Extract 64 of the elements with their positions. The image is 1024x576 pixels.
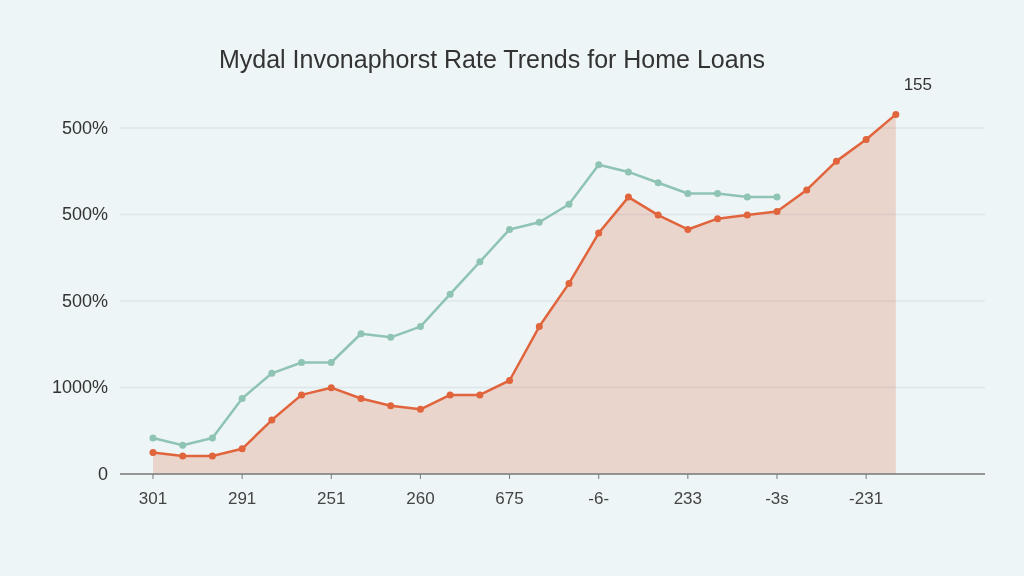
x-tick-label: 675	[495, 489, 524, 508]
x-tick-label: 301	[138, 489, 168, 508]
point	[624, 193, 632, 201]
point	[862, 136, 870, 144]
point	[357, 394, 365, 402]
text: 500%	[61, 117, 108, 138]
point	[595, 229, 603, 237]
chart-title: Mydal Invonaphorst Rate Trends for Home Loans	[218, 45, 766, 73]
point	[892, 110, 900, 118]
x-tick-label: 291	[227, 489, 257, 508]
point	[535, 323, 543, 331]
point	[743, 211, 751, 219]
point	[832, 157, 840, 165]
point	[565, 200, 573, 208]
point	[446, 290, 454, 298]
point	[476, 258, 484, 266]
point	[624, 168, 632, 176]
point	[387, 402, 395, 410]
point	[684, 225, 692, 233]
text: 155	[903, 75, 933, 95]
point	[773, 207, 781, 215]
x-tick-label: -231	[849, 489, 884, 508]
point	[773, 193, 781, 201]
point	[298, 391, 306, 399]
point	[714, 215, 722, 223]
point	[565, 279, 573, 287]
point	[506, 377, 514, 384]
x-tick-label: 233	[673, 489, 703, 508]
point	[654, 211, 662, 219]
point	[298, 359, 306, 367]
point	[446, 391, 454, 399]
point	[476, 391, 484, 399]
point	[268, 369, 276, 377]
text: 500%	[61, 290, 108, 311]
point	[327, 384, 335, 392]
point	[654, 179, 662, 187]
point	[149, 434, 157, 442]
point	[208, 452, 216, 460]
point	[743, 193, 751, 201]
x-tick-label: 260	[406, 489, 435, 508]
point	[684, 190, 692, 197]
point	[238, 445, 246, 453]
point	[149, 448, 157, 456]
point	[327, 359, 335, 367]
text: 1000%	[51, 377, 108, 398]
point	[535, 218, 543, 226]
point	[357, 330, 365, 338]
x-tick-label: 251	[317, 489, 346, 508]
point	[416, 405, 424, 413]
x-tick-label: -3s	[765, 489, 789, 508]
point	[208, 434, 216, 442]
point	[714, 190, 722, 197]
point	[387, 333, 395, 341]
point	[179, 441, 187, 449]
x-tick-label: -6-	[588, 489, 610, 508]
text: 0	[97, 464, 108, 484]
point	[268, 416, 276, 424]
text: 500%	[61, 204, 108, 225]
point	[803, 186, 811, 194]
point	[179, 452, 187, 460]
point	[506, 225, 514, 233]
point	[595, 161, 603, 169]
point	[238, 394, 246, 402]
point	[416, 323, 424, 331]
